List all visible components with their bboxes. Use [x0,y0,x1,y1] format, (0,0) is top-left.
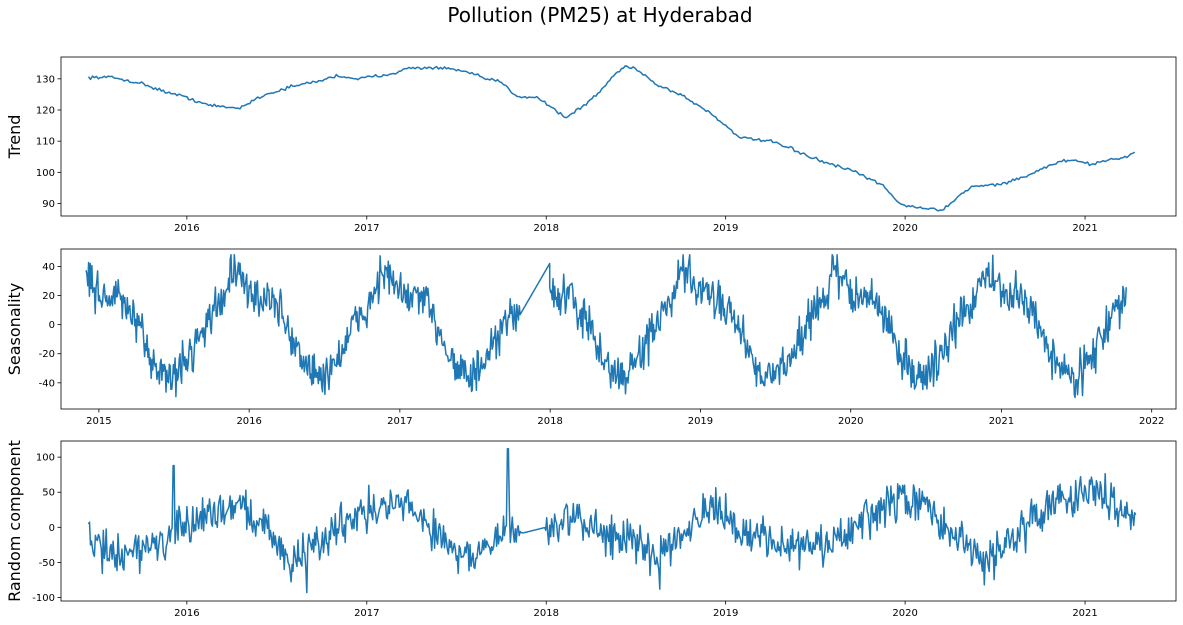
panel-3: 2016 2017 2018 2019 2020 2021 -100 -50 0 50 100 Ran… [5,440,1177,619]
x-tick-label: 2021 [989,416,1014,427]
axes-frame [60,440,1177,602]
y-tick-label: 0 [49,320,55,331]
y-tick-label: -40 [39,378,55,389]
x-tick-label: 2017 [387,416,412,427]
y-axis-label: Trend [5,115,24,160]
y-tick-label: 20 [42,291,55,302]
x-tick-label: 2019 [713,608,738,619]
y-tick-label: -50 [39,558,55,569]
x-tick-label: 2022 [1139,416,1164,427]
x-tick-label: 2020 [892,223,917,234]
x-tick-label: 2018 [534,223,559,234]
y-tick-label: 0 [49,523,55,534]
y-tick-label: 130 [36,74,55,85]
y-tick-label: -100 [32,593,55,604]
y-tick-label: 50 [42,488,55,499]
x-tick-label: 2017 [354,223,379,234]
axes-frame [60,56,1177,217]
x-tick-label: 2019 [713,223,738,234]
panel-1: 2016 2017 2018 2019 2020 2021 90 100 110 120 130 Tr… [5,56,1177,234]
x-tick-label: 2015 [86,416,111,427]
y-tick-label: 110 [36,137,55,148]
series-line [87,65,1136,212]
y-axis-label: Seasonality [5,283,24,376]
panel-2: 2015 2016 2017 2018 2019 2020 2021 2022 -40 -20 0 2… [5,248,1177,427]
x-tick-label: 2016 [174,223,199,234]
y-tick-label: 90 [42,199,55,210]
y-tick-label: 120 [36,106,55,117]
x-tick-label: 2018 [537,416,562,427]
y-axis-label: Random component [5,440,24,602]
figure-title: Pollution (PM25) at Hyderabad [447,3,752,27]
x-tick-label: 2020 [892,608,917,619]
axes-frame [60,248,1177,410]
series-line [87,447,1137,594]
x-tick-label: 2020 [838,416,863,427]
x-tick-label: 2021 [1072,223,1097,234]
y-tick-label: 40 [42,262,55,273]
y-tick-label: 100 [36,453,55,464]
series-line [85,254,1127,399]
y-tick-label: -20 [39,349,55,360]
x-tick-label: 2017 [354,608,379,619]
x-tick-label: 2021 [1072,608,1097,619]
x-tick-label: 2016 [236,416,261,427]
x-tick-label: 2019 [688,416,713,427]
x-tick-label: 2018 [534,608,559,619]
y-tick-label: 100 [36,168,55,179]
x-tick-label: 2016 [174,608,199,619]
